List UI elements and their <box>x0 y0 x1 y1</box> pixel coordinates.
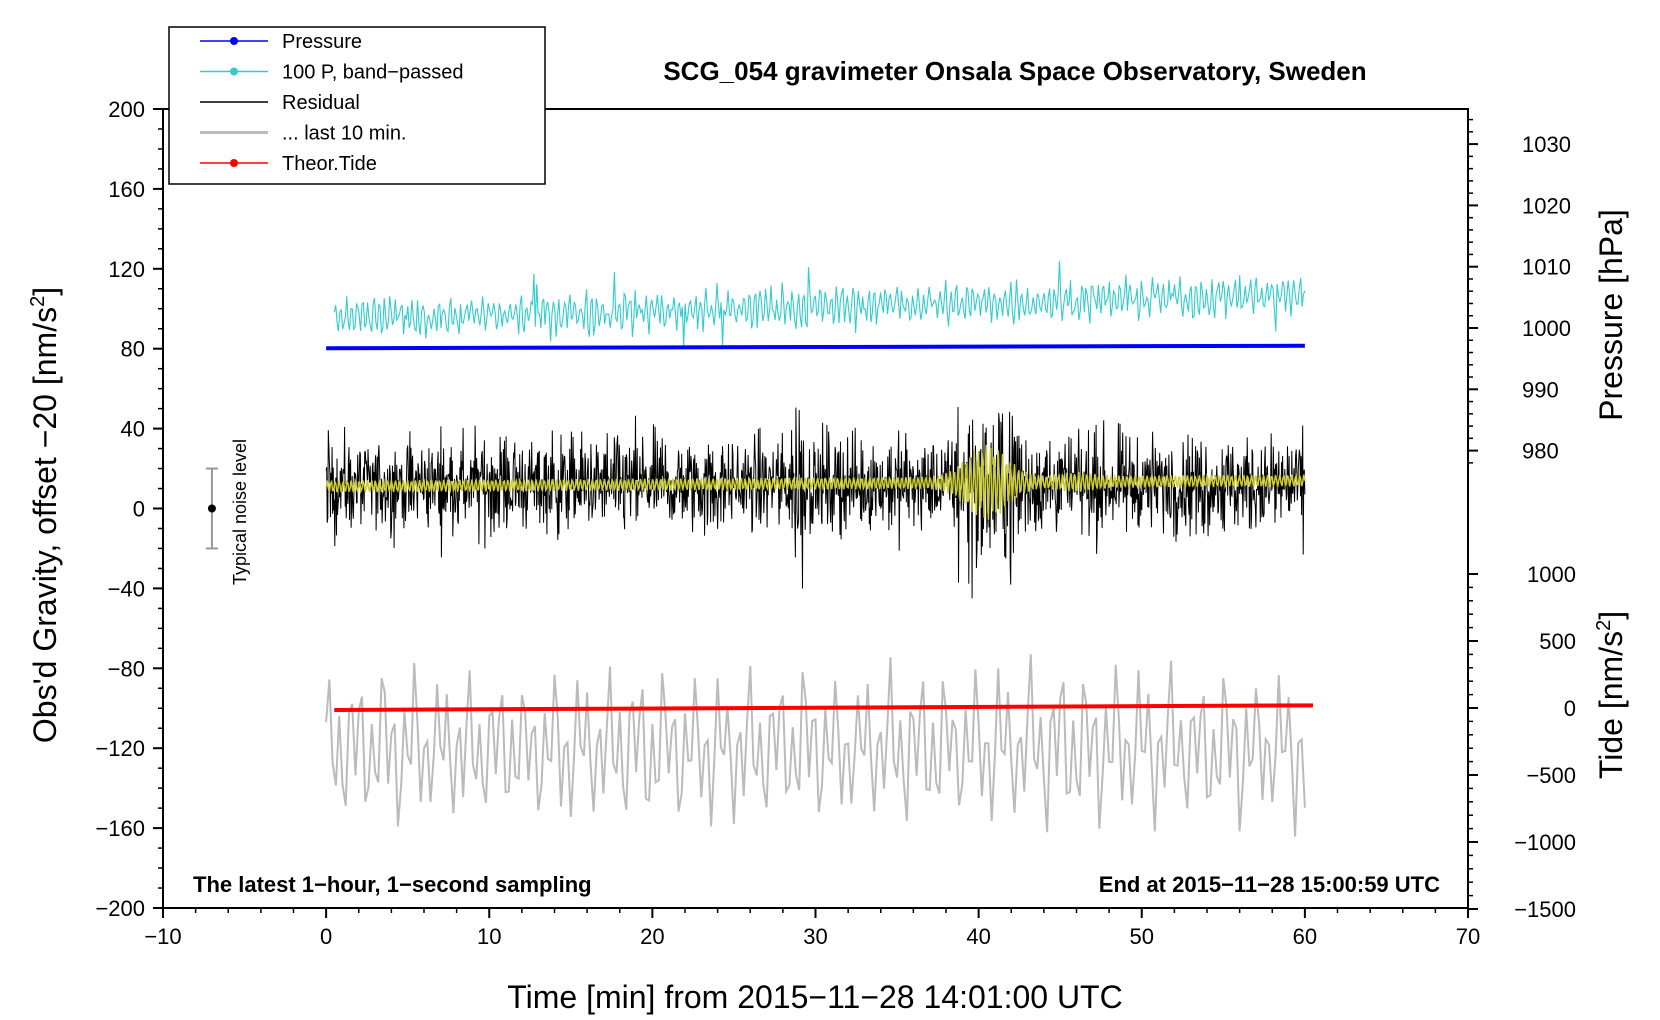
tide-tick-label: −1500 <box>1514 897 1576 922</box>
y-tick-label: 200 <box>108 97 145 122</box>
pressure-tick-label: 990 <box>1522 377 1559 402</box>
x-tick-label: 0 <box>320 924 332 949</box>
x-tick-label: −10 <box>144 924 181 949</box>
x-tick-label: 70 <box>1456 924 1480 949</box>
x-tick-label: 30 <box>803 924 827 949</box>
annotation-right: End at 2015−11−28 15:00:59 UTC <box>1099 872 1440 897</box>
y-axis-title-text: Obs'd Gravity, offset −20 [nm/s <box>27 307 63 743</box>
legend-box <box>168 26 546 185</box>
tide-axis-title: Tide [nm/s2] <box>1593 611 1629 779</box>
x-tick-label: 40 <box>966 924 990 949</box>
plot-content <box>205 260 1314 837</box>
y-tick-label: −120 <box>95 736 145 761</box>
series-theoretical-tide <box>334 703 1314 713</box>
y-tick-label: −200 <box>95 896 145 921</box>
y-axis-title-sup: 2 <box>27 296 49 307</box>
chart-title: SCG_054 gravimeter Onsala Space Observat… <box>663 56 1366 86</box>
legend-label: ... last 10 min. <box>282 123 407 145</box>
noise-bar-center <box>207 504 216 513</box>
legend: Pressure 100 P, band−passed Residual ... la… <box>168 26 546 185</box>
tide-tick-label: 0 <box>1564 696 1576 721</box>
y-axis-title-left: Obs'd Gravity, offset −20 [nm/s2] <box>27 287 63 743</box>
legend-label: Theor.Tide <box>282 153 377 175</box>
y-tick-label: 40 <box>121 417 145 442</box>
noise-level-label: Typical noise level <box>230 439 250 585</box>
x-axis-title: Time [min] from 2015−11−28 14:01:00 UTC <box>507 979 1122 1015</box>
x-tick-label: 10 <box>477 924 501 949</box>
tide-axis-title-sup: 2 <box>1593 620 1615 631</box>
series-residual-smoothed <box>325 444 1306 520</box>
series-last-10-min <box>325 654 1306 837</box>
series-pressure <box>326 343 1305 351</box>
axes-layer: −10 0 10 20 30 40 50 60 7020016012080400−40−80−1… <box>95 97 1576 949</box>
pressure-tick-label: 1000 <box>1522 316 1571 341</box>
annotation-left: The latest 1−hour, 1−second sampling <box>193 872 592 897</box>
y-tick-label: 0 <box>133 497 145 522</box>
pressure-tick-label: 1020 <box>1522 193 1571 218</box>
y-tick-label: 120 <box>108 257 145 282</box>
pressure-tick-label: 1010 <box>1522 255 1571 280</box>
tide-tick-label: −1000 <box>1514 830 1576 855</box>
pressure-tick-label: 1030 <box>1522 132 1571 157</box>
series-pressure-band-passed <box>333 260 1306 347</box>
tide-axis-title-text: Tide [nm/s <box>1593 631 1629 779</box>
tide-axis-title-close: ] <box>1593 611 1629 620</box>
x-tick-label: 20 <box>640 924 664 949</box>
legend-marker <box>230 37 238 45</box>
legend-label: Pressure <box>282 31 362 53</box>
y-tick-label: 80 <box>121 337 145 362</box>
y-axis-title-close: ] <box>27 287 63 296</box>
y-tick-label: 160 <box>108 177 145 202</box>
y-tick-label: −40 <box>108 576 145 601</box>
pressure-tick-label: 980 <box>1522 439 1559 464</box>
legend-label: Residual <box>282 92 360 114</box>
legend-marker <box>230 67 238 76</box>
pressure-axis-title: Pressure [hPa] <box>1593 209 1629 421</box>
x-tick-label: 60 <box>1293 924 1317 949</box>
legend-label: 100 P, band−passed <box>282 62 463 84</box>
y-tick-label: −160 <box>95 816 145 841</box>
legend-marker <box>230 159 238 167</box>
y-tick-label: −80 <box>108 656 145 681</box>
x-tick-label: 50 <box>1130 924 1154 949</box>
tide-tick-label: −500 <box>1526 763 1576 788</box>
tide-tick-label: 500 <box>1539 629 1576 654</box>
tide-tick-label: 1000 <box>1527 562 1576 587</box>
series-residual <box>325 406 1306 599</box>
